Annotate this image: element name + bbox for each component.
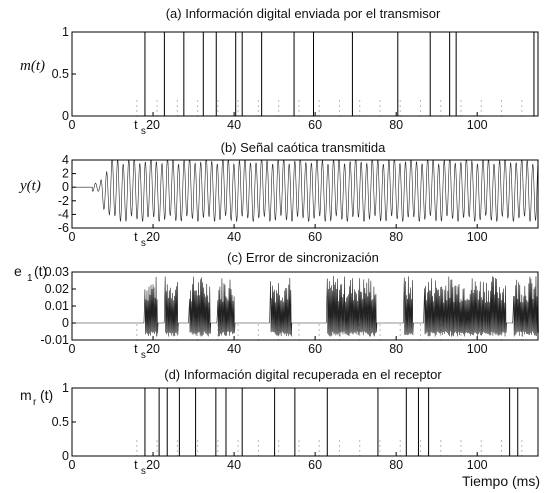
ts-label: t — [134, 118, 138, 132]
x-tick-label: 20 — [146, 118, 160, 132]
y-tick-label: 0 — [62, 180, 69, 194]
x-tick-label: 0 — [69, 118, 76, 132]
x-tick-label: 100 — [467, 230, 488, 244]
y-tick-label: 0.5 — [52, 67, 69, 81]
x-tick-label: 40 — [227, 230, 241, 244]
ts-label: t — [134, 342, 138, 356]
panel-title: (c) Error de sincronización — [227, 250, 379, 265]
y-tick-label: 4 — [62, 153, 69, 167]
ts-subscript: s — [141, 350, 146, 361]
y-axis-label-subscript: 1 — [27, 273, 33, 284]
x-tick-label: 60 — [308, 342, 322, 356]
x-tick-label: 40 — [227, 458, 241, 472]
panel-title: (b) Señal caótica transmitida — [221, 140, 387, 155]
y-tick-label: -6 — [58, 221, 69, 235]
guide-lines — [136, 440, 523, 456]
x-tick-label: 0 — [69, 342, 76, 356]
panel-c: (c) Error de sincronización-0.0100.010.0… — [14, 250, 539, 361]
x-tick-label: 60 — [308, 118, 322, 132]
panel-d: (d) Información digital recuperada en el… — [20, 367, 539, 477]
x-axis-label: Tiempo (ms) — [462, 473, 540, 489]
x-tick-label: 80 — [389, 230, 403, 244]
y-tick-label: -0.01 — [41, 333, 70, 347]
y-tick-label: 1 — [62, 381, 69, 395]
guide-lines — [136, 100, 523, 116]
x-tick-label: 60 — [308, 230, 322, 244]
series-line — [72, 159, 539, 223]
x-tick-label: 0 — [69, 230, 76, 244]
series-line — [72, 31, 538, 117]
plot-frame — [71, 31, 539, 117]
y-tick-label: 0.5 — [52, 415, 69, 429]
ts-label: t — [134, 230, 138, 244]
x-tick-label: 40 — [227, 118, 241, 132]
x-tick-label: 60 — [308, 458, 322, 472]
plot-frame — [71, 159, 539, 229]
x-tick-label: 80 — [389, 342, 403, 356]
y-axis-label-suffix: (t) — [40, 387, 53, 403]
ts-label: t — [134, 458, 138, 472]
y-tick-label: 0.03 — [45, 265, 69, 279]
y-tick-label: -2 — [58, 194, 69, 208]
y-tick-label: 0 — [62, 109, 69, 123]
y-tick-label: -4 — [58, 207, 69, 221]
panel-title: (a) Información digital enviada por el t… — [166, 6, 441, 21]
panel-a: (a) Información digital enviada por el t… — [20, 6, 539, 137]
x-tick-label: 80 — [389, 118, 403, 132]
x-tick-label: 80 — [389, 458, 403, 472]
y-axis-label: e — [14, 263, 22, 279]
series-line — [72, 387, 539, 457]
y-axis-label: y(t) — [18, 178, 41, 194]
y-axis-label-subscript: r — [33, 397, 37, 408]
x-tick-label: 100 — [467, 458, 488, 472]
x-tick-label: 100 — [467, 342, 488, 356]
y-axis-label-suffix: (t) — [34, 263, 47, 279]
x-tick-label: 20 — [146, 230, 160, 244]
x-tick-label: 100 — [467, 118, 488, 132]
ts-subscript: s — [141, 238, 146, 249]
ts-subscript: s — [141, 466, 146, 477]
guide-lines — [136, 324, 523, 340]
ts-subscript: s — [141, 126, 146, 137]
y-axis-label: m — [20, 387, 32, 403]
plot-frame — [71, 387, 539, 457]
y-tick-label: 1 — [62, 25, 69, 39]
x-tick-label: 0 — [69, 458, 76, 472]
y-tick-label: 2 — [62, 167, 69, 181]
panel-title: (d) Información digital recuperada en el… — [164, 367, 442, 382]
x-tick-label: 20 — [146, 342, 160, 356]
y-axis-label: m(t) — [20, 58, 45, 74]
y-tick-label: 0.02 — [45, 282, 69, 296]
x-tick-label: 40 — [227, 342, 241, 356]
series-line — [72, 276, 539, 337]
y-tick-label: 0.01 — [45, 299, 69, 313]
y-tick-label: 0 — [62, 316, 69, 330]
x-tick-label: 20 — [146, 458, 160, 472]
y-tick-label: 0 — [62, 449, 69, 463]
